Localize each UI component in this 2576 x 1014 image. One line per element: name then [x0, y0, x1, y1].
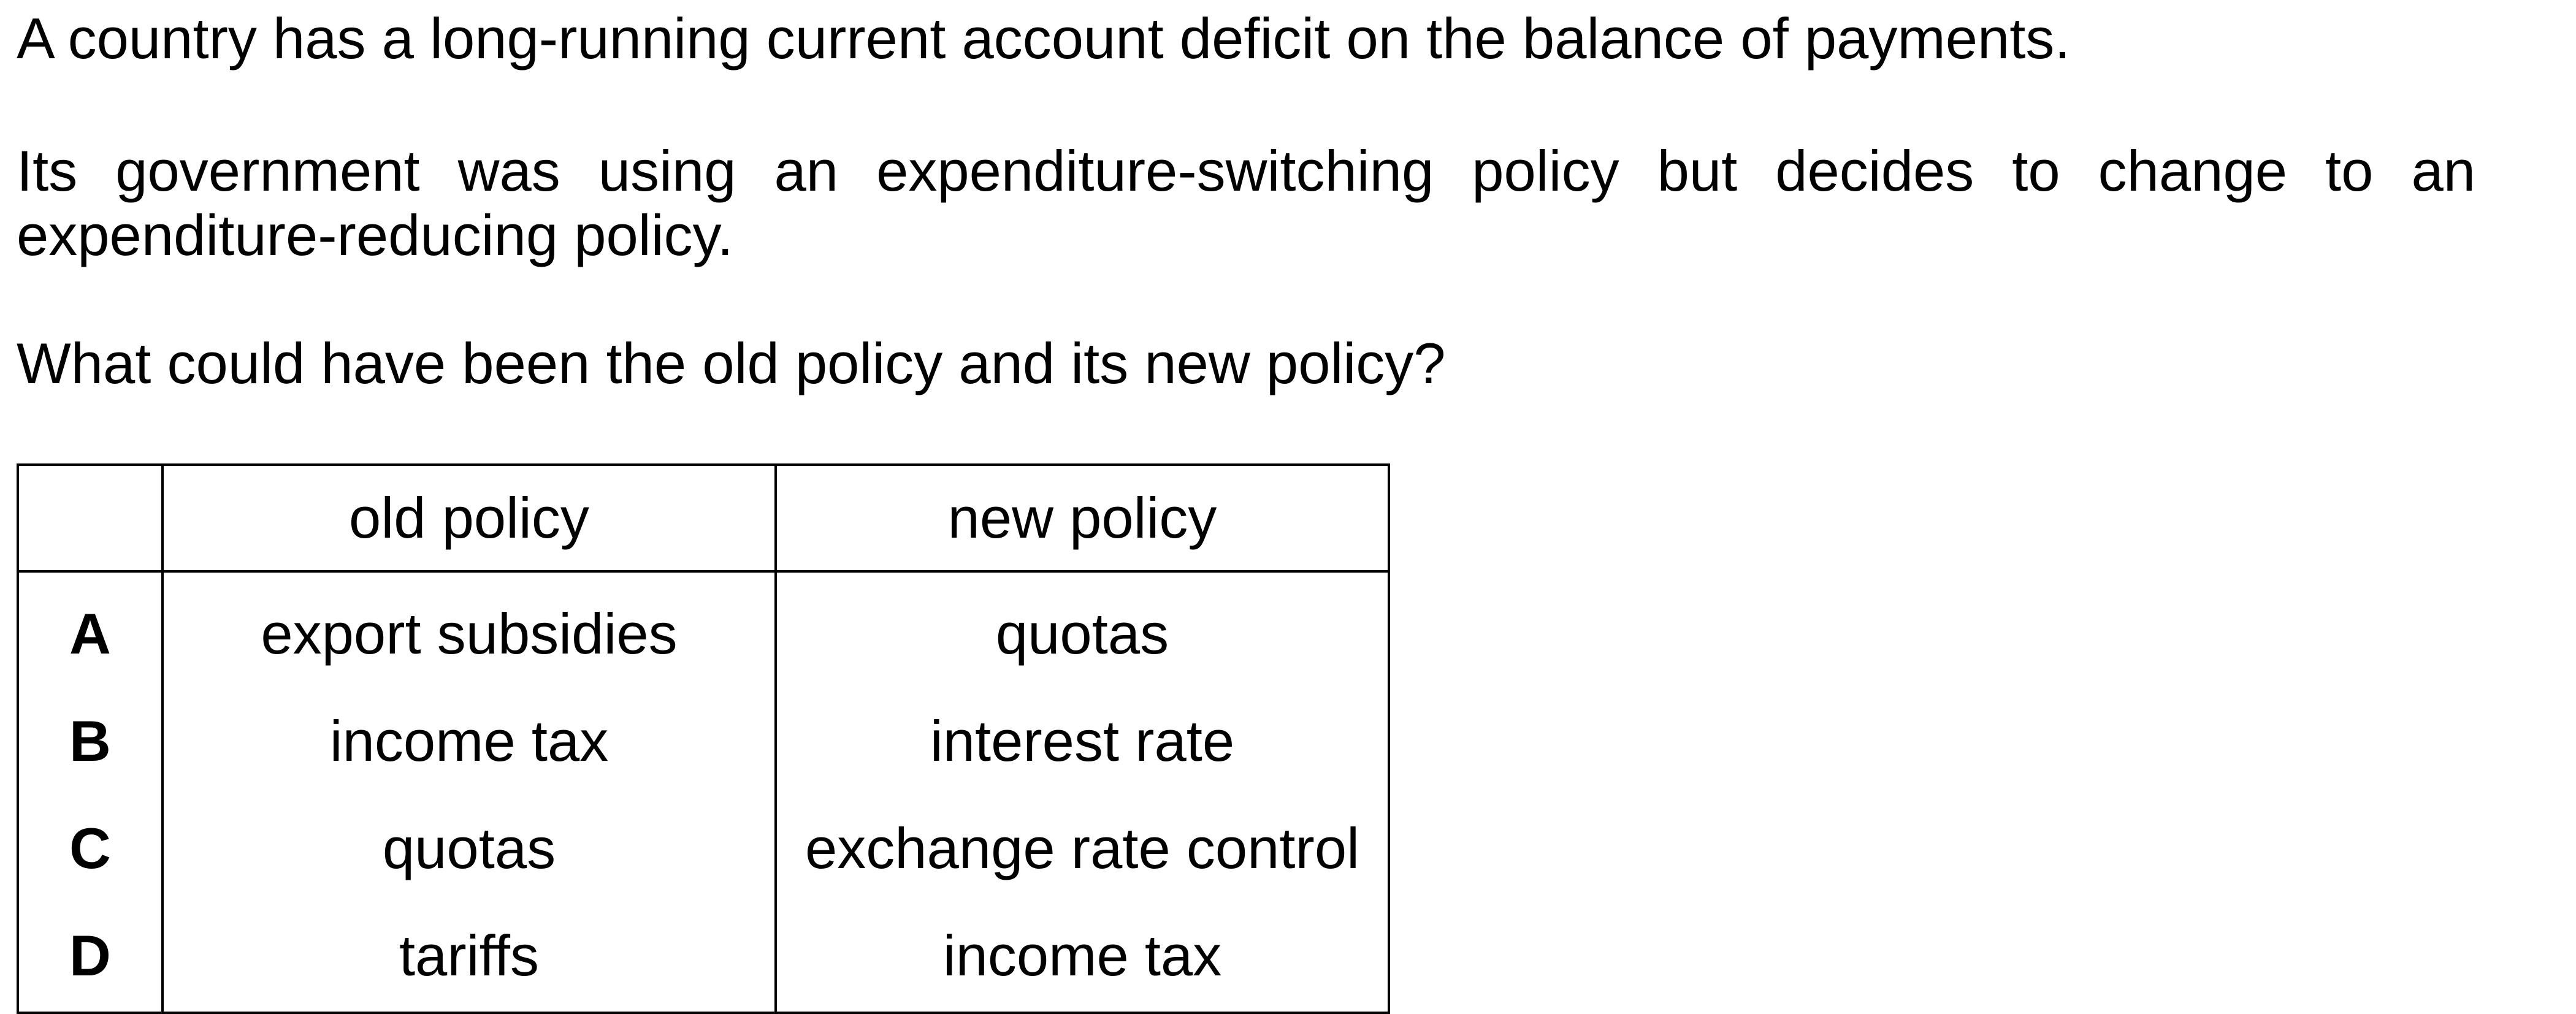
old-policy-cell: tariffs — [161, 902, 777, 1014]
option-letter: A — [17, 571, 162, 687]
option-letter: D — [17, 902, 162, 1014]
option-row-d[interactable]: D tariffs income tax — [17, 902, 1390, 1014]
option-row-b[interactable]: B income tax interest rate — [17, 687, 1390, 795]
answer-options-table: old policy new policy A export subsidies… — [17, 463, 1390, 1014]
old-policy-cell: quotas — [161, 795, 777, 902]
question-stem-context: A country has a long-running current acc… — [17, 6, 2071, 71]
option-letter: C — [17, 795, 162, 902]
question-prompt: What could have been the old policy and … — [17, 331, 1446, 395]
new-policy-cell: exchange rate control — [776, 795, 1390, 902]
new-policy-cell: income tax — [776, 902, 1390, 1014]
old-policy-cell: income tax — [161, 687, 777, 795]
header-option-cell — [17, 463, 162, 573]
option-letter: B — [17, 687, 162, 795]
option-row-a[interactable]: A export subsidies quotas — [17, 571, 1390, 687]
option-row-c[interactable]: C quotas exchange rate control — [17, 795, 1390, 902]
header-new-policy: new policy — [776, 463, 1390, 573]
question-stem-policy-change: Its government was using an expenditure-… — [17, 139, 2475, 267]
new-policy-cell: interest rate — [776, 687, 1390, 795]
header-old-policy: old policy — [161, 463, 777, 573]
table-header-row: old policy new policy — [17, 463, 1390, 573]
old-policy-cell: export subsidies — [161, 571, 777, 687]
new-policy-cell: quotas — [776, 571, 1390, 687]
